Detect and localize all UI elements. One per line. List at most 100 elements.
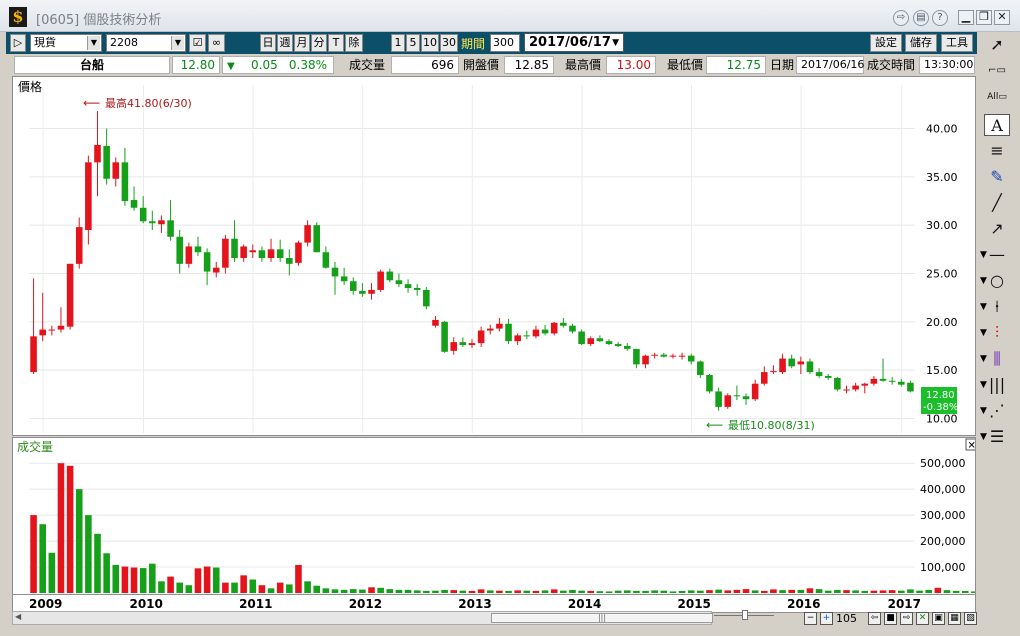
chevron-down-icon[interactable]: ▼ — [980, 328, 987, 338]
volume-chart-panel[interactable]: 成交量 ✕ 100,000 200,000 300,000 400,000 500,00… — [12, 437, 978, 595]
text-icon[interactable]: A — [984, 114, 1010, 136]
scroll-left-icon[interactable]: ◀ — [15, 612, 22, 621]
period-input[interactable]: 300 — [490, 34, 520, 52]
excel-icon[interactable]: ✕ — [916, 612, 929, 625]
price-chart-panel[interactable]: 價格 10.00 15.00 20.00 25.00 30.00 35.00 40.00 最… — [12, 76, 976, 436]
prev-icon[interactable]: ⇦ — [868, 612, 881, 625]
settings-button[interactable]: 設定 — [870, 34, 902, 52]
scroll-thumb[interactable]: ||| — [491, 613, 713, 623]
date-select[interactable]: 2017/06/17 ▼ — [524, 33, 624, 52]
pen-icon[interactable]: ✎ — [990, 167, 1004, 186]
interval-tick[interactable]: T — [328, 34, 344, 52]
candle-body — [432, 319, 439, 326]
zoom-in-icon[interactable]: + — [820, 612, 833, 625]
arrow-icon[interactable]: ↗ — [990, 219, 1004, 238]
price-tick-label: 25.00 — [926, 268, 958, 281]
erase-all-icon[interactable]: All▭ — [987, 92, 1007, 102]
down-arrow-icon: ▼ — [227, 61, 235, 72]
play-icon[interactable]: ▷ — [10, 34, 26, 52]
market-select[interactable]: 現貨 ▼ — [30, 34, 102, 52]
line-icon[interactable]: ╱ — [992, 193, 1002, 212]
candle-body — [149, 221, 156, 224]
minute-1[interactable]: 1 — [391, 34, 405, 52]
cursor-icon[interactable]: ➚ — [990, 35, 1004, 54]
horizontal-scrollbar[interactable]: ◀ ||| — [12, 611, 713, 625]
bar-marker-icon[interactable]: ⫶ — [994, 323, 999, 342]
candle-body — [349, 281, 357, 291]
minute-5[interactable]: 5 — [406, 34, 420, 52]
help-icon[interactable]: ? — [932, 10, 948, 26]
chevron-down-icon[interactable]: ▼ — [980, 432, 987, 442]
next-icon[interactable]: ⇨ — [900, 612, 913, 625]
save-button[interactable]: 儲存 — [905, 34, 937, 52]
volume-bar — [404, 589, 412, 593]
circle-icon[interactable]: ○ — [990, 271, 1004, 290]
candle-body — [286, 258, 293, 264]
zoom-slider-handle[interactable] — [742, 610, 748, 620]
parallel-icon[interactable]: ☰ — [989, 427, 1005, 446]
x-tick-label: 2014 — [568, 597, 601, 611]
volume-bar — [48, 552, 56, 593]
interval-day[interactable]: 日 — [260, 34, 276, 52]
volume-bar — [258, 585, 266, 593]
chevron-down-icon[interactable]: ▼ — [980, 276, 987, 286]
zoom-out-icon[interactable]: − — [804, 612, 817, 625]
x-tick-label: 2017 — [888, 597, 921, 611]
hlines-icon[interactable]: ≡ — [990, 141, 1004, 160]
candle-body — [249, 250, 257, 253]
stop-icon[interactable]: ■ — [884, 612, 897, 625]
hline-icon[interactable]: — — [989, 245, 1005, 264]
minute-10[interactable]: 10 — [421, 34, 439, 52]
chevron-down-icon[interactable]: ▼ — [980, 302, 987, 312]
marker-icon[interactable]: ⍿ — [994, 297, 1000, 316]
chart-icon[interactable]: ▦ — [948, 612, 961, 625]
price-chart[interactable]: 價格 10.00 15.00 20.00 25.00 30.00 35.00 40.00 最… — [13, 77, 975, 435]
vbars-icon[interactable]: ||| — [988, 375, 1006, 394]
export-icon[interactable]: ⇨ — [893, 10, 909, 26]
volume-bar — [943, 590, 951, 593]
minute-30[interactable]: 30 — [440, 34, 458, 52]
candle-body — [377, 271, 384, 290]
volume-bar — [834, 589, 841, 593]
volume-bar — [669, 591, 677, 593]
chevron-down-icon[interactable]: ▼ — [980, 354, 987, 364]
candle-body — [112, 162, 120, 179]
candle-body — [724, 395, 732, 407]
line-ab-icon[interactable]: ⌐▭ — [988, 65, 1006, 76]
symbol-input[interactable]: 2208 ▼ — [106, 34, 186, 52]
close-button[interactable]: ✕ — [994, 10, 1010, 25]
fan-icon[interactable]: ⋰ — [989, 401, 1005, 420]
restore-button[interactable]: ❐ — [976, 10, 992, 25]
checkbox-icon[interactable]: ☑ — [189, 34, 206, 52]
volume-bar — [971, 591, 978, 593]
chevron-down-icon[interactable]: ▼ — [980, 250, 987, 260]
chevron-down-icon: ▼ — [87, 36, 100, 50]
image-icon[interactable]: ▧ — [964, 612, 977, 625]
volume-bar — [578, 590, 585, 593]
save-icon[interactable]: ▣ — [932, 612, 945, 625]
volume-bar — [642, 590, 649, 593]
ex-rights-button[interactable]: 除 — [345, 34, 363, 52]
volume-bar — [569, 589, 576, 593]
vbars-icon[interactable]: ⫼ — [993, 349, 1001, 368]
tools-button[interactable]: 工具 — [941, 34, 973, 52]
interval-minute[interactable]: 分 — [311, 34, 327, 52]
minimize-button[interactable]: ▁ — [958, 10, 974, 25]
chevron-down-icon[interactable]: ▼ — [980, 380, 987, 390]
candle-body — [861, 383, 869, 386]
candle-body — [486, 328, 494, 331]
link-icon[interactable]: ∞ — [208, 34, 225, 52]
interval-month[interactable]: 月 — [294, 34, 310, 52]
candle-body — [121, 162, 129, 201]
candle-body — [523, 335, 531, 337]
volume-bar — [660, 590, 668, 593]
chevron-down-icon[interactable]: ▼ — [980, 406, 987, 416]
print-icon[interactable]: ▤ — [913, 10, 929, 26]
volume-bar — [861, 590, 869, 593]
volume-chart[interactable]: 成交量 ✕ 100,000 200,000 300,000 400,000 500,00… — [13, 438, 978, 594]
volume-bar — [733, 589, 741, 593]
volume-bar — [514, 590, 521, 593]
price-tick-label: 15.00 — [926, 364, 958, 377]
interval-week[interactable]: 週 — [277, 34, 293, 52]
candle-body — [167, 220, 174, 237]
